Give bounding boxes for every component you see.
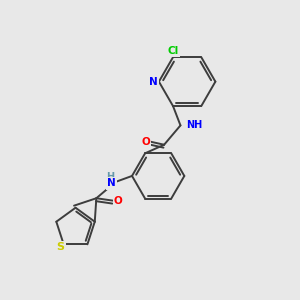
Text: N: N (149, 76, 158, 87)
Text: O: O (114, 196, 122, 206)
Text: Cl: Cl (167, 46, 179, 56)
Text: H: H (106, 172, 114, 182)
Text: O: O (141, 137, 150, 147)
Text: N: N (107, 178, 116, 188)
Text: S: S (57, 242, 65, 252)
Text: NH: NH (186, 119, 203, 130)
